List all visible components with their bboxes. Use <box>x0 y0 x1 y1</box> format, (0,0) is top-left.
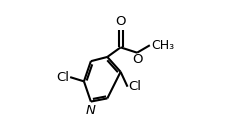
Text: CH₃: CH₃ <box>151 39 173 52</box>
Text: Cl: Cl <box>56 71 69 84</box>
Text: N: N <box>86 104 95 117</box>
Text: O: O <box>131 53 142 66</box>
Text: O: O <box>115 15 125 28</box>
Text: Cl: Cl <box>128 80 141 93</box>
